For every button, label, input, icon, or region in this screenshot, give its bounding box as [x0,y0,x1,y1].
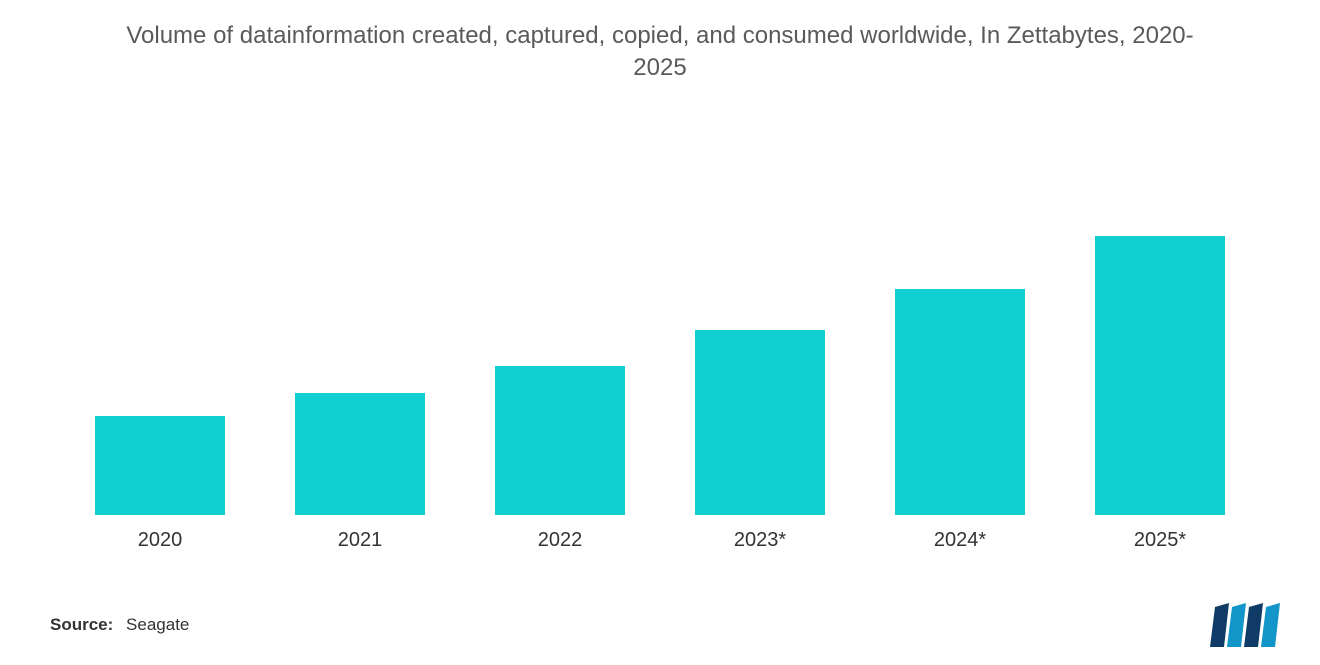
source-value: Seagate [126,615,189,634]
bar [895,289,1025,515]
x-axis-label: 2023* [660,529,860,552]
x-axis-label: 2024* [860,529,1060,552]
bar [1095,236,1225,514]
bar-group [1060,236,1260,514]
bar-group [660,330,860,515]
bar-group [460,366,660,515]
plot-area [60,115,1260,515]
source-label: Source: [50,615,113,634]
bar-group [60,416,260,514]
bar [95,416,225,514]
source-attribution: Source: Seagate [50,615,189,635]
bar-group [260,393,460,515]
x-axis: 2020202120222023*2024*2025* [60,529,1260,552]
brand-logo [1210,603,1280,647]
x-axis-label: 2021 [260,529,460,552]
bar [495,366,625,515]
x-axis-label: 2020 [60,529,260,552]
bar-group [860,289,1060,515]
x-axis-label: 2025* [1060,529,1260,552]
chart-title: Volume of datainformation created, captu… [110,20,1210,85]
chart-container: Volume of datainformation created, captu… [0,0,1320,665]
x-axis-baseline [60,514,1260,515]
bar [295,393,425,515]
x-axis-label: 2022 [460,529,660,552]
mordor-logo-icon [1210,603,1280,647]
bar [695,330,825,515]
